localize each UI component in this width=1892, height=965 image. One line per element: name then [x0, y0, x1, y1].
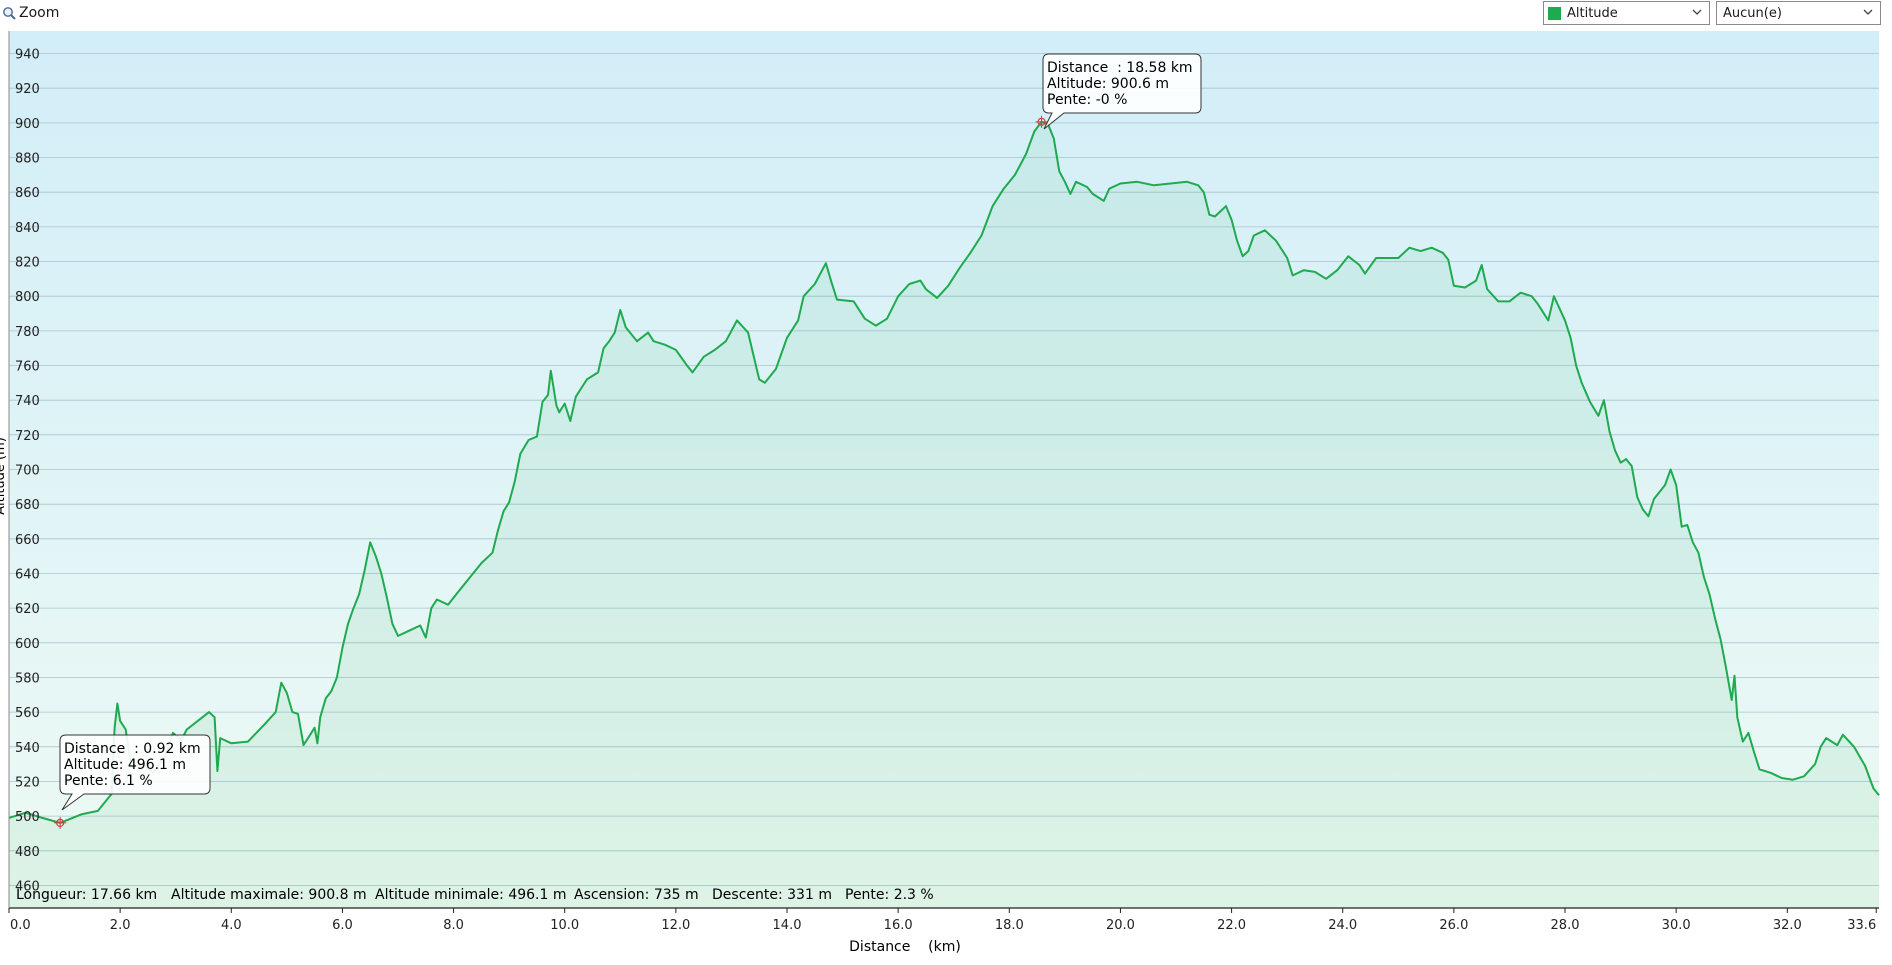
y-tick-label: 740	[15, 394, 40, 409]
y-tick-label: 800	[15, 290, 40, 305]
y-tick-label: 920	[15, 82, 40, 97]
y-axis-label: Altitude (m)	[0, 437, 8, 515]
tooltip-peak-altitude: Altitude: 900.6 m	[1047, 76, 1169, 92]
x-tick-label: 26.0	[1439, 918, 1468, 933]
y-tick-label: 700	[15, 464, 40, 479]
stat-alt-min: Altitude minimale: 496.1 m	[375, 887, 567, 903]
y-tick-label: 580	[15, 671, 40, 686]
chevron-down-icon	[1692, 9, 1702, 15]
y-tick-label: 500	[15, 810, 40, 825]
stats-bar: Longueur: 17.66 km Altitude maximale: 90…	[16, 887, 934, 903]
series-layer	[8, 120, 1880, 909]
zoom-label: Zoom	[19, 5, 60, 21]
series-select-value: Altitude	[1567, 5, 1618, 21]
elevation-profile-chart[interactable]: 460 480 500 520 540 560 580 600 620 640 660 680 700 7…	[0, 28, 1892, 965]
x-tick-label: 20.0	[1106, 918, 1135, 933]
zoom-button[interactable]: Zoom	[2, 2, 59, 24]
stat-length: Longueur: 17.66 km	[16, 887, 157, 903]
x-tick-label: 22.0	[1217, 918, 1246, 933]
x-tick-label: 33.6	[1847, 918, 1876, 933]
y-tick-label: 880	[15, 152, 40, 167]
x-tick-label: 14.0	[773, 918, 802, 933]
y-tick-label: 480	[15, 845, 40, 860]
x-axis-label: Distance (km)	[849, 939, 961, 955]
y-tick-label: 940	[15, 48, 40, 63]
y-tick-label: 900	[15, 117, 40, 132]
y-tick-label: 640	[15, 567, 40, 582]
tooltip-start-box	[59, 734, 211, 811]
x-tick-label: 10.0	[550, 918, 579, 933]
x-tick-label: 12.0	[661, 918, 690, 933]
stat-ascent: Ascension: 735 m	[574, 887, 699, 903]
x-tick-label: 0.0	[10, 918, 31, 933]
y-tick-label: 840	[15, 221, 40, 236]
altitude-area	[9, 121, 1879, 909]
x-tick-label: 24.0	[1328, 918, 1357, 933]
y-tick-label: 600	[15, 637, 40, 652]
stat-slope: Pente: 2.3 %	[845, 887, 934, 903]
y-tick-label: 720	[15, 429, 40, 444]
overlay-select-value: Aucun(e)	[1723, 5, 1782, 21]
tooltip-peak-slope: Pente: -0 %	[1047, 92, 1127, 108]
x-tick-labels: 0.0 2.0 4.0 6.0 8.0 10.0 12.0 14.0 16.0 18.0 20.0 2…	[8, 908, 1877, 933]
y-tick-label: 780	[15, 325, 40, 340]
grid-layer	[9, 53, 1879, 886]
tooltip-start-altitude: Altitude: 496.1 m	[64, 757, 186, 773]
y-tick-label: 460	[15, 879, 40, 894]
marker-layer	[54, 115, 1048, 829]
tooltip-peak: Distance : 18.58 km Altitude: 900.6 m Pe…	[1042, 53, 1202, 130]
y-tick-label: 660	[15, 533, 40, 548]
stat-descent: Descente: 331 m	[712, 887, 832, 903]
position-marker	[1035, 115, 1048, 128]
tooltip-start-distance: Distance : 0.92 km	[64, 741, 201, 757]
position-marker	[54, 816, 67, 829]
x-tick-label: 8.0	[443, 918, 464, 933]
x-tick-label: 4.0	[221, 918, 242, 933]
y-tick-label: 520	[15, 775, 40, 790]
y-tick-label: 560	[15, 706, 40, 721]
y-tick-label: 540	[15, 741, 40, 756]
y-tick-label: 620	[15, 602, 40, 617]
y-tick-label: 680	[15, 498, 40, 513]
altitude-line	[8, 120, 1880, 824]
series-color-swatch	[1548, 6, 1561, 20]
y-tick-labels: 460 480 500 520 540 560 580 600 620 640 660 680 700 7…	[15, 48, 40, 895]
stat-alt-max: Altitude maximale: 900.8 m	[171, 887, 367, 903]
y-tick-label: 860	[15, 186, 40, 201]
magnifier-icon	[3, 7, 16, 20]
x-tick-label: 16.0	[884, 918, 913, 933]
chevron-down-icon	[1863, 9, 1873, 15]
overlay-select[interactable]: Aucun(e)	[1716, 1, 1881, 25]
x-tick-label: 6.0	[332, 918, 353, 933]
tooltip-peak-box	[1042, 53, 1202, 130]
chart-toolbar: Zoom Altitude Aucun(e)	[0, 0, 1892, 28]
y-tick-label: 760	[15, 360, 40, 375]
x-tick-label: 32.0	[1773, 918, 1802, 933]
x-tick-label: 28.0	[1551, 918, 1580, 933]
y-tick-label: 820	[15, 256, 40, 271]
x-tick-label: 2.0	[110, 918, 131, 933]
x-tick-label: 18.0	[995, 918, 1024, 933]
series-select[interactable]: Altitude	[1543, 1, 1710, 25]
tooltip-peak-distance: Distance : 18.58 km	[1047, 60, 1193, 76]
x-tick-label: 30.0	[1662, 918, 1691, 933]
tooltip-start: Distance : 0.92 km Altitude: 496.1 m Pen…	[59, 734, 211, 811]
tooltip-start-slope: Pente: 6.1 %	[64, 773, 153, 789]
